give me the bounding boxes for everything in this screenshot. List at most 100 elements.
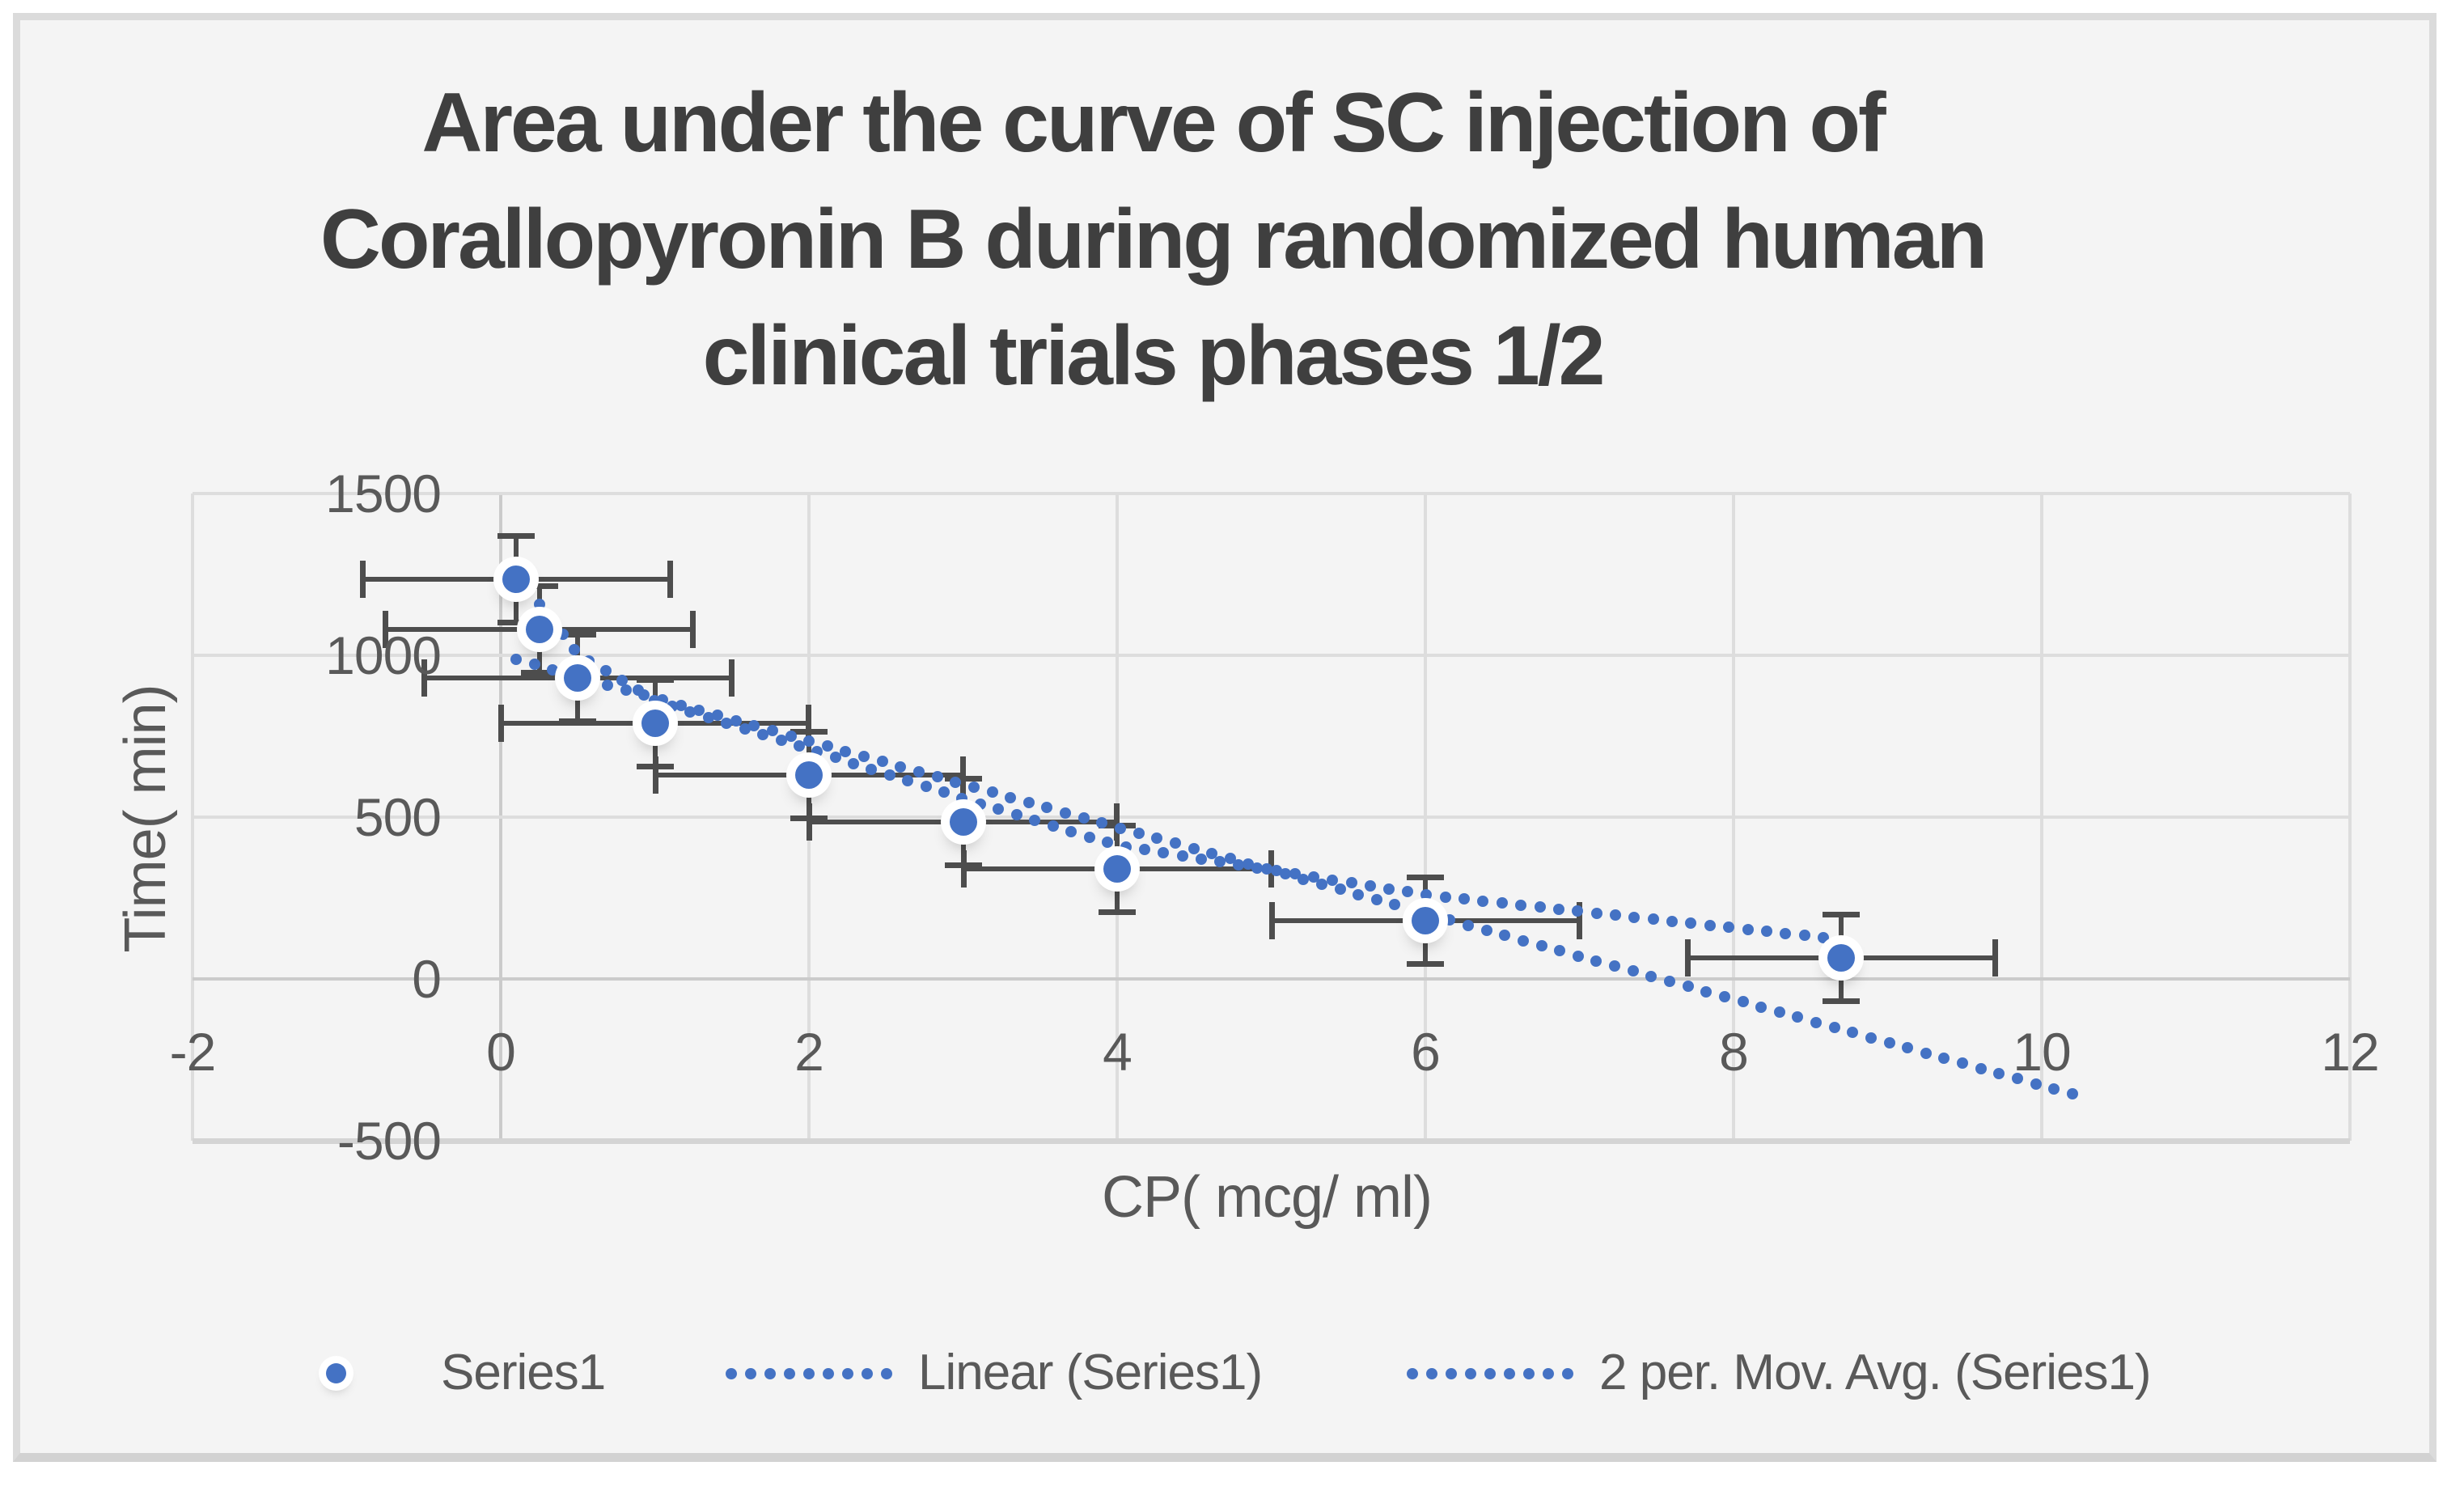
x-error-cap-left (1268, 902, 1275, 939)
moving-average-trendline-dot (883, 769, 895, 781)
x-error-cap-right (728, 659, 735, 697)
moving-average-trendline-dot (616, 675, 628, 687)
moving-average-trendline-dot (1477, 895, 1489, 907)
y-error-cap-bottom (1099, 909, 1136, 915)
x-error-cap-left (1684, 939, 1691, 977)
x-tick-label: -2 (169, 1022, 217, 1082)
chart-title-line-1: Area under the curve of SC injection of (421, 76, 1886, 170)
linear-trendline-dot (547, 663, 559, 676)
y-tick-label: 1000 (325, 625, 442, 685)
moving-average-trendline-dot (1251, 862, 1264, 874)
x-error-cap-left (359, 561, 366, 598)
linear-trendline-dot (1847, 1027, 1859, 1039)
linear-trendline-dot (1535, 939, 1547, 951)
linear-trendline-dot (1463, 919, 1475, 931)
gridline-horizontal (193, 492, 2350, 495)
x-tick-label: 2 (794, 1022, 824, 1082)
linear-trendline-dot (712, 710, 724, 722)
linear-trendline-dot (1590, 955, 1602, 967)
linear-trendline-dot (510, 653, 523, 665)
y-error-cap-top (636, 677, 674, 683)
moving-average-trendline-dot (1158, 847, 1170, 859)
moving-average-trendline-dot (1214, 856, 1226, 868)
linear-trendline-dot (1298, 873, 1310, 885)
x-error-cap-left (383, 611, 389, 648)
moving-average-trendline-dot (1515, 899, 1527, 911)
linear-trendline-dot (1005, 791, 1017, 803)
y-error-cap-top (559, 632, 597, 638)
moving-average-trendline-dot (557, 629, 569, 641)
x-error-cap-right (667, 561, 673, 598)
moving-average-trendline-dot (569, 643, 580, 655)
linear-trendline-dot (1957, 1057, 1969, 1070)
linear-trendline-dot (1188, 842, 1200, 854)
moving-average-trendline-dot (1029, 815, 1041, 827)
linear-trendline-dot (912, 765, 925, 777)
data-point-marker (1103, 855, 1131, 883)
moving-average-trendline-dot (1345, 877, 1357, 889)
linear-trendline-dot (1993, 1067, 2005, 1079)
linear-trendline-dot (1334, 883, 1346, 896)
moving-average-trendline-dot (583, 655, 595, 667)
linear-trendline-dot (967, 781, 980, 793)
x-tick-label: 4 (1103, 1022, 1133, 1082)
legend-series1-marker-icon (326, 1363, 346, 1383)
moving-average-trendline-dot (1628, 911, 1641, 923)
linear-trendline-dot (1114, 822, 1126, 834)
x-error-cap-left (807, 803, 812, 841)
legend-moving-avg-dotted-line-icon (1407, 1368, 1578, 1380)
x-error-cap-left (421, 659, 427, 697)
moving-average-trendline-dot (1666, 915, 1679, 927)
moving-average-trendline-dot (1402, 886, 1414, 898)
moving-average-trendline-dot (1102, 837, 1114, 849)
linear-trendline-dot (1938, 1052, 1950, 1064)
moving-average-trendline-dot (1780, 927, 1792, 939)
linear-trendline-dot (950, 776, 962, 788)
linear-trendline-dot (1700, 985, 1713, 998)
x-error-cap-right (959, 756, 966, 794)
linear-trendline-dot (1370, 894, 1382, 905)
data-point-marker (525, 616, 553, 643)
moving-average-trendline-dot (1083, 831, 1095, 843)
chart-title-line-2: Corallopyronin B during randomized human (320, 193, 1988, 286)
linear-trendline-dot (1224, 853, 1236, 865)
moving-average-trendline-dot (993, 803, 1005, 816)
linear-trendline-dot (840, 745, 852, 757)
y-error-cap-bottom (1823, 998, 1861, 1004)
linear-trendline-dot (1645, 970, 1657, 982)
moving-average-trendline-dot (1647, 913, 1659, 926)
moving-average-trendline-dot (775, 735, 787, 747)
linear-trendline-dot (1517, 934, 1529, 947)
x-tick-label: 12 (2321, 1022, 2379, 1082)
linear-trendline-dot (1315, 879, 1327, 891)
linear-trendline-dot (1718, 991, 1730, 1003)
moving-average-trendline-dot (1010, 809, 1022, 821)
chart-frame (13, 13, 2436, 1462)
linear-trendline-dot (1041, 802, 1053, 814)
legend-linear-dotted-line-icon (726, 1368, 897, 1380)
x-tick-label: 0 (486, 1022, 516, 1082)
linear-trendline-dot (693, 705, 705, 717)
moving-average-trendline-dot (793, 740, 805, 752)
moving-average-trendline-dot (702, 711, 714, 723)
moving-average-trendline-dot (1760, 926, 1772, 938)
moving-average-trendline-dot (1065, 825, 1077, 837)
legend-label-moving-avg: 2 per. Mov. Avg. (Series1) (1599, 1345, 2152, 1400)
linear-trendline-dot (1920, 1047, 1932, 1059)
data-point-marker (795, 761, 823, 789)
moving-average-trendline-dot (1685, 917, 1697, 930)
moving-average-trendline-dot (1233, 859, 1245, 871)
x-error-cap-left (652, 756, 658, 794)
moving-average-trendline-dot (1176, 849, 1188, 862)
moving-average-trendline-dot (811, 746, 823, 758)
linear-trendline-dot (766, 725, 778, 737)
linear-trendline-dot (1096, 817, 1108, 829)
linear-trendline-dot (895, 760, 907, 773)
y-error-cap-top (497, 533, 536, 539)
linear-trendline-dot (1737, 996, 1749, 1008)
moving-average-trendline-dot (1327, 874, 1339, 886)
moving-average-trendline-dot (920, 781, 932, 793)
linear-trendline-dot (602, 679, 614, 691)
x-error-cap-right (1114, 803, 1120, 841)
